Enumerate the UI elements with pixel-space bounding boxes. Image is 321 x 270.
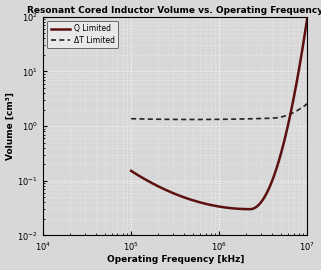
Title: Resonant Cored Inductor Volume vs. Operating Frequency: Resonant Cored Inductor Volume vs. Opera… <box>27 6 321 15</box>
X-axis label: Operating Frequency [kHz]: Operating Frequency [kHz] <box>107 255 244 264</box>
Legend: Q Limited, ΔT Limited: Q Limited, ΔT Limited <box>47 21 118 49</box>
Y-axis label: Volume [cm³]: Volume [cm³] <box>5 92 14 160</box>
